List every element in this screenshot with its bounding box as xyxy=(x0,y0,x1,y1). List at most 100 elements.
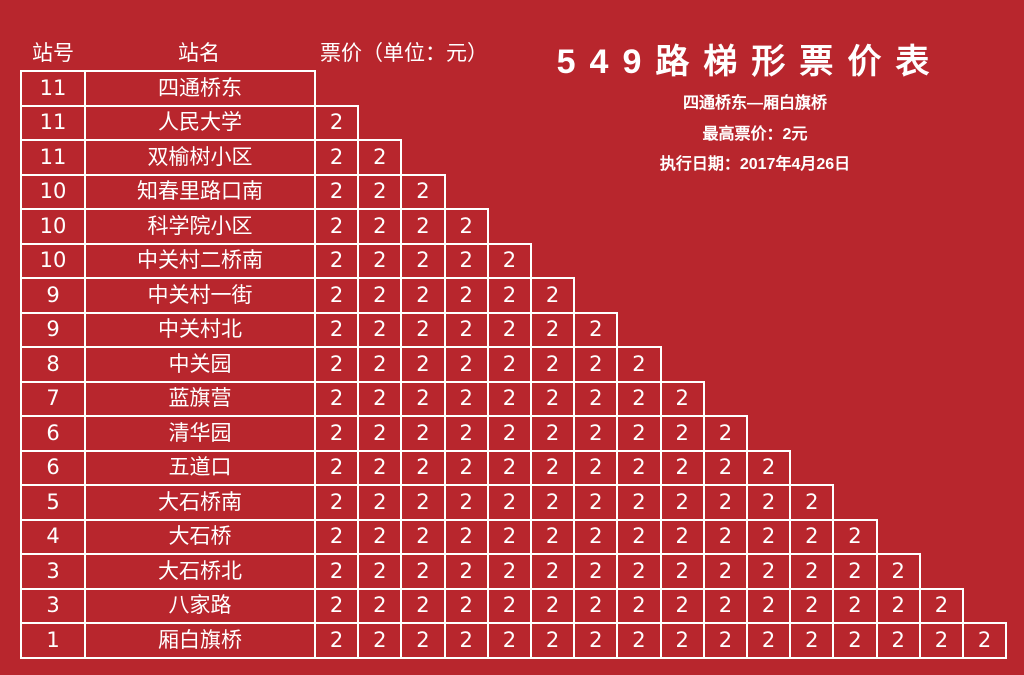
fare-cell: 2 xyxy=(573,484,619,521)
stop-number-cell: 11 xyxy=(20,139,86,176)
fare-cell: 2 xyxy=(314,484,360,521)
fare-cell: 2 xyxy=(314,104,360,141)
fare-cell: 2 xyxy=(486,415,532,452)
fare-cell: 2 xyxy=(573,518,619,555)
fare-cell: 2 xyxy=(357,622,403,659)
stop-number-cell: 10 xyxy=(20,208,86,245)
fare-cell: 2 xyxy=(832,553,878,590)
fare-cell: 2 xyxy=(832,518,878,555)
stop-name-cell: 厢白旗桥 xyxy=(84,622,316,659)
fare-cell: 2 xyxy=(486,622,532,659)
fare-cell: 2 xyxy=(314,380,360,417)
stop-number-cell: 9 xyxy=(20,277,86,314)
stop-number-cell: 8 xyxy=(20,346,86,383)
fare-cell: 2 xyxy=(702,553,748,590)
fare-cell: 2 xyxy=(789,484,835,521)
fare-cell: 2 xyxy=(314,208,360,245)
fare-cell: 2 xyxy=(875,622,921,659)
fare-cell: 2 xyxy=(443,415,489,452)
stop-number-cell: 6 xyxy=(20,415,86,452)
fare-cell: 2 xyxy=(400,277,446,314)
stop-number-cell: 3 xyxy=(20,587,86,624)
fare-cell: 2 xyxy=(314,622,360,659)
stop-number-cell: 6 xyxy=(20,449,86,486)
fare-cell: 2 xyxy=(400,518,446,555)
stop-name-cell: 双榆树小区 xyxy=(84,139,316,176)
fare-cell: 2 xyxy=(443,449,489,486)
fare-cell: 2 xyxy=(789,587,835,624)
fare-cell: 2 xyxy=(573,380,619,417)
fare-cell: 2 xyxy=(616,518,662,555)
stop-number-cell: 3 xyxy=(20,553,86,590)
fare-cell: 2 xyxy=(443,622,489,659)
stop-number-cell: 7 xyxy=(20,380,86,417)
fare-cell: 2 xyxy=(789,622,835,659)
fare-cell: 2 xyxy=(832,587,878,624)
fare-cell: 2 xyxy=(616,622,662,659)
fare-cell: 2 xyxy=(443,277,489,314)
fare-cell: 2 xyxy=(314,518,360,555)
fare-cell: 2 xyxy=(702,587,748,624)
fare-cell: 2 xyxy=(616,380,662,417)
route-endpoints: 四通桥东—厢白旗桥 xyxy=(682,95,827,112)
fare-cell: 2 xyxy=(573,553,619,590)
fare-cell: 2 xyxy=(530,346,576,383)
fare-cell: 2 xyxy=(659,380,705,417)
fare-cell: 2 xyxy=(443,484,489,521)
fare-cell: 2 xyxy=(357,380,403,417)
page-title: 549路梯形票价表 xyxy=(556,43,944,81)
fare-cell: 2 xyxy=(486,380,532,417)
fare-cell: 2 xyxy=(659,484,705,521)
fare-cell: 2 xyxy=(746,518,792,555)
fare-cell: 2 xyxy=(357,208,403,245)
fare-cell: 2 xyxy=(314,311,360,348)
fare-cell: 2 xyxy=(400,622,446,659)
fare-cell: 2 xyxy=(486,277,532,314)
stop-name-cell: 清华园 xyxy=(84,415,316,452)
fare-cell: 2 xyxy=(573,311,619,348)
fare-cell: 2 xyxy=(530,277,576,314)
fare-cell: 2 xyxy=(616,449,662,486)
fare-cell: 2 xyxy=(400,311,446,348)
effective-date: 执行日期：2017年4月26日 xyxy=(659,156,851,173)
fare-cell: 2 xyxy=(918,587,964,624)
stop-name-cell: 大石桥北 xyxy=(84,553,316,590)
stop-number-header: 站号 xyxy=(32,41,74,65)
fare-cell: 2 xyxy=(659,587,705,624)
fare-cell: 2 xyxy=(400,380,446,417)
fare-cell: 2 xyxy=(616,346,662,383)
fare-cell: 2 xyxy=(573,449,619,486)
fare-cell: 2 xyxy=(443,311,489,348)
fare-cell: 2 xyxy=(314,346,360,383)
fare-cell: 2 xyxy=(443,380,489,417)
fare-cell: 2 xyxy=(443,587,489,624)
fare-cell: 2 xyxy=(443,518,489,555)
fare-cell: 2 xyxy=(962,622,1008,659)
fare-cell: 2 xyxy=(789,553,835,590)
fare-cell: 2 xyxy=(400,449,446,486)
fare-cell: 2 xyxy=(573,622,619,659)
fare-cell: 2 xyxy=(314,277,360,314)
stop-number-cell: 10 xyxy=(20,242,86,279)
fare-cell: 2 xyxy=(314,173,360,210)
fare-cell: 2 xyxy=(357,518,403,555)
stop-name-cell: 蓝旗营 xyxy=(84,380,316,417)
fare-cell: 2 xyxy=(400,173,446,210)
fare-cell: 2 xyxy=(530,484,576,521)
fare-cell: 2 xyxy=(314,449,360,486)
fare-cell: 2 xyxy=(486,449,532,486)
fare-cell: 2 xyxy=(746,449,792,486)
fare-cell: 2 xyxy=(357,484,403,521)
fare-cell: 2 xyxy=(314,587,360,624)
fare-cell: 2 xyxy=(400,208,446,245)
fare-cell: 2 xyxy=(530,553,576,590)
fare-cell: 2 xyxy=(616,553,662,590)
max-fare: 最高票价：2元 xyxy=(702,126,808,143)
stop-name-cell: 中关村北 xyxy=(84,311,316,348)
fare-cell: 2 xyxy=(400,553,446,590)
fare-cell: 2 xyxy=(789,518,835,555)
fare-cell: 2 xyxy=(443,208,489,245)
fare-cell: 2 xyxy=(702,622,748,659)
fare-cell: 2 xyxy=(400,242,446,279)
